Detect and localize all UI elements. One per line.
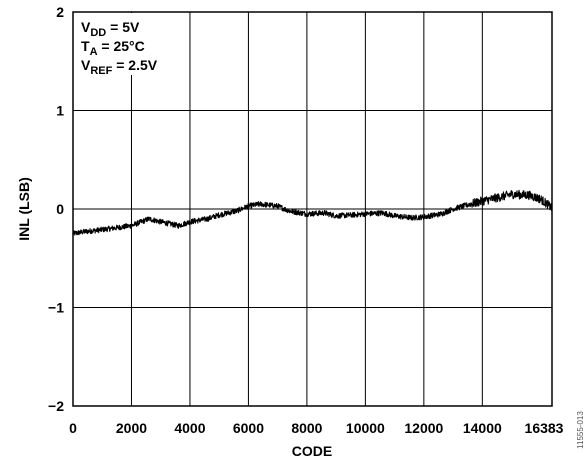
x-tick-labels: 0 2000 4000 6000 8000 10000 12000 14000 16383: [69, 420, 564, 436]
grid-lines: [73, 12, 552, 406]
condition-line: VREF = 2.5V: [81, 57, 158, 77]
x-axis-title: CODE: [292, 443, 332, 459]
x-tick-label: 4000: [174, 420, 205, 436]
condition-line: VDD = 5V: [81, 19, 140, 39]
x-tick-label: 8000: [291, 420, 322, 436]
y-tick-label: 0: [56, 201, 64, 217]
x-tick-label: 6000: [233, 420, 264, 436]
y-axis-title: INL (LSB): [16, 177, 32, 241]
y-tick-labels: 2 1 0 −1 −2: [48, 4, 64, 414]
condition-line: TA = 25°C: [81, 38, 145, 58]
figure-id: 11555-013: [576, 411, 585, 449]
y-tick-label: 2: [56, 4, 64, 20]
plot-frame: [72, 11, 553, 407]
y-tick-label: −2: [48, 398, 64, 414]
x-tick-label: 10000: [346, 420, 385, 436]
x-tick-label: 14000: [463, 420, 502, 436]
y-tick-label: −1: [48, 300, 64, 316]
series-line: [72, 189, 553, 236]
x-tick-label: 2000: [116, 420, 147, 436]
x-tick-label: 0: [69, 420, 77, 436]
legend-box: [74, 13, 134, 75]
series-group: [72, 189, 553, 236]
y-tick-label: 1: [56, 103, 64, 119]
x-tick-label: 16383: [525, 420, 564, 436]
x-tick-label: 12000: [404, 420, 443, 436]
